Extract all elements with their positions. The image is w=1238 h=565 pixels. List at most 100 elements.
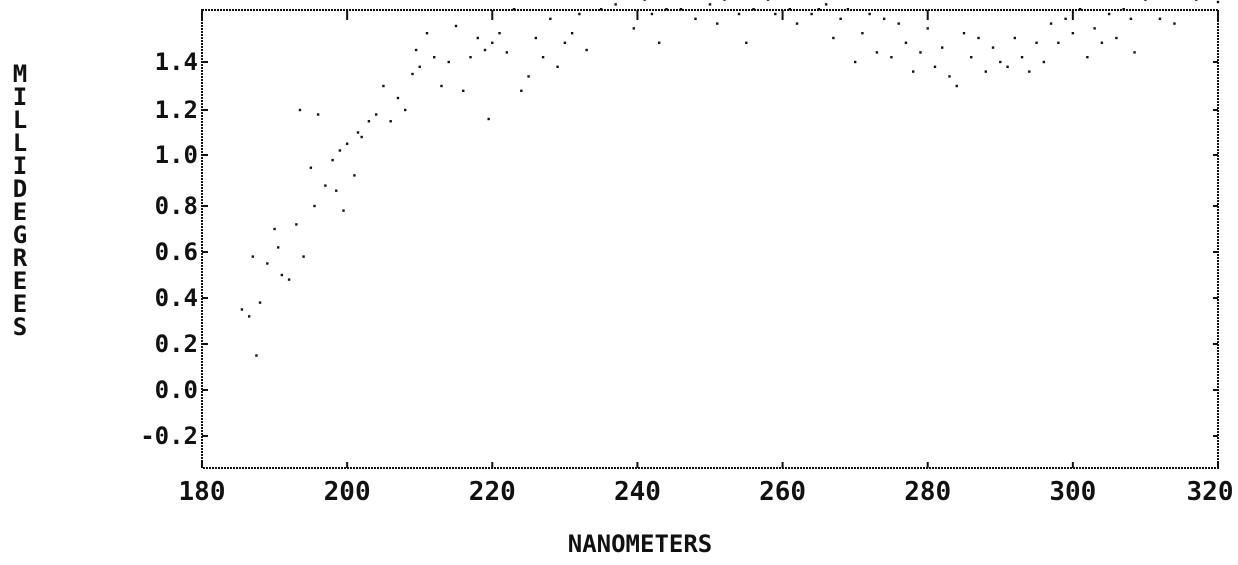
x-tick-label: 320: [1187, 477, 1234, 507]
x-axis-ticks: 180 200 220 240 260 280 300 320: [179, 10, 1234, 507]
y-axis-label-letter: L: [13, 106, 27, 134]
data-point: [1216, 0, 1220, 4]
data-point: [498, 32, 501, 35]
data-point: [338, 149, 342, 152]
data-point: [1122, 8, 1125, 11]
data-point: [324, 184, 327, 187]
data-point: [1049, 22, 1053, 25]
y-axis-label-letter: R: [13, 244, 28, 272]
data-point: [788, 8, 792, 11]
y-axis-label-letter: D: [13, 175, 27, 203]
data-point: [737, 12, 741, 16]
data-point: [853, 60, 857, 64]
data-point: [890, 56, 893, 59]
data-point: [356, 131, 360, 134]
data-point: [1093, 27, 1096, 30]
y-tick-label: 0.0: [155, 376, 198, 404]
data-point: [335, 189, 338, 192]
y-axis-label-letter: I: [13, 83, 27, 111]
data-point: [367, 120, 371, 123]
data-point: [258, 301, 262, 304]
data-point: [313, 204, 316, 208]
data-point: [1173, 22, 1176, 25]
data-points: [240, 0, 1220, 357]
y-tick-label: 1.0: [155, 141, 198, 169]
data-point: [1020, 56, 1024, 59]
data-point: [476, 36, 479, 40]
data-point: [1013, 36, 1016, 40]
data-point: [425, 32, 429, 35]
data-point: [632, 27, 635, 30]
data-point: [287, 278, 291, 281]
y-tick-label: -0.2: [140, 422, 198, 450]
data-point: [1071, 32, 1075, 35]
y-tick-label: 0.2: [155, 330, 198, 358]
y-axis-label-letter: E: [13, 290, 27, 318]
data-point: [999, 60, 1002, 64]
y-axis-label-letter: S: [13, 313, 27, 341]
data-point: [658, 41, 661, 44]
data-point: [912, 70, 915, 73]
data-point: [708, 3, 712, 6]
data-point: [342, 209, 345, 212]
y-axis-label-letter: L: [13, 129, 27, 157]
data-point: [1078, 8, 1082, 11]
y-tick-label: 0.4: [155, 284, 198, 312]
data-point: [962, 32, 966, 35]
data-point: [970, 56, 973, 59]
data-point: [578, 12, 581, 16]
data-point: [1195, 0, 1198, 1]
y-axis-label-letter: E: [13, 198, 27, 226]
x-tick-label: 200: [324, 477, 371, 507]
data-point: [839, 17, 842, 20]
y-axis-label-letter: G: [13, 221, 27, 249]
data-point: [1107, 12, 1111, 16]
data-point: [512, 8, 516, 11]
data-point: [919, 51, 922, 54]
data-point: [832, 36, 835, 40]
data-point: [454, 24, 458, 28]
data-point: [650, 12, 654, 16]
data-point: [302, 255, 305, 258]
data-point: [948, 75, 951, 78]
data-point: [309, 166, 313, 169]
data-point: [440, 84, 443, 88]
data-point: [1115, 36, 1118, 40]
data-point: [316, 113, 320, 116]
data-point: [255, 354, 258, 357]
data-point: [469, 56, 472, 59]
data-point: [817, 8, 821, 11]
data-point: [505, 51, 508, 54]
data-point: [795, 22, 799, 25]
data-point: [614, 3, 617, 6]
data-point: [447, 60, 450, 64]
data-point: [389, 120, 392, 123]
data-point: [897, 22, 900, 25]
data-point: [716, 22, 719, 25]
data-point: [875, 51, 879, 54]
data-point: [1086, 56, 1089, 59]
data-point: [1028, 70, 1031, 73]
data-point: [1129, 17, 1133, 20]
data-point: [810, 12, 813, 16]
data-point: [534, 36, 538, 40]
data-point: [723, 0, 726, 1]
data-point: [941, 46, 944, 49]
data-point: [1064, 17, 1067, 20]
y-tick-label: 0.8: [155, 192, 198, 220]
data-point: [1035, 41, 1038, 44]
data-point: [665, 8, 668, 11]
data-point: [295, 223, 298, 226]
data-point: [520, 89, 523, 92]
x-tick-label: 280: [904, 477, 951, 507]
x-tick-label: 240: [614, 477, 661, 507]
y-tick-label: 0.6: [155, 238, 198, 266]
data-point: [414, 48, 418, 52]
data-point: [247, 315, 251, 318]
y-tick-label: 1.4: [155, 48, 198, 76]
data-point: [487, 117, 490, 121]
data-point: [374, 113, 378, 116]
data-point: [382, 84, 385, 88]
